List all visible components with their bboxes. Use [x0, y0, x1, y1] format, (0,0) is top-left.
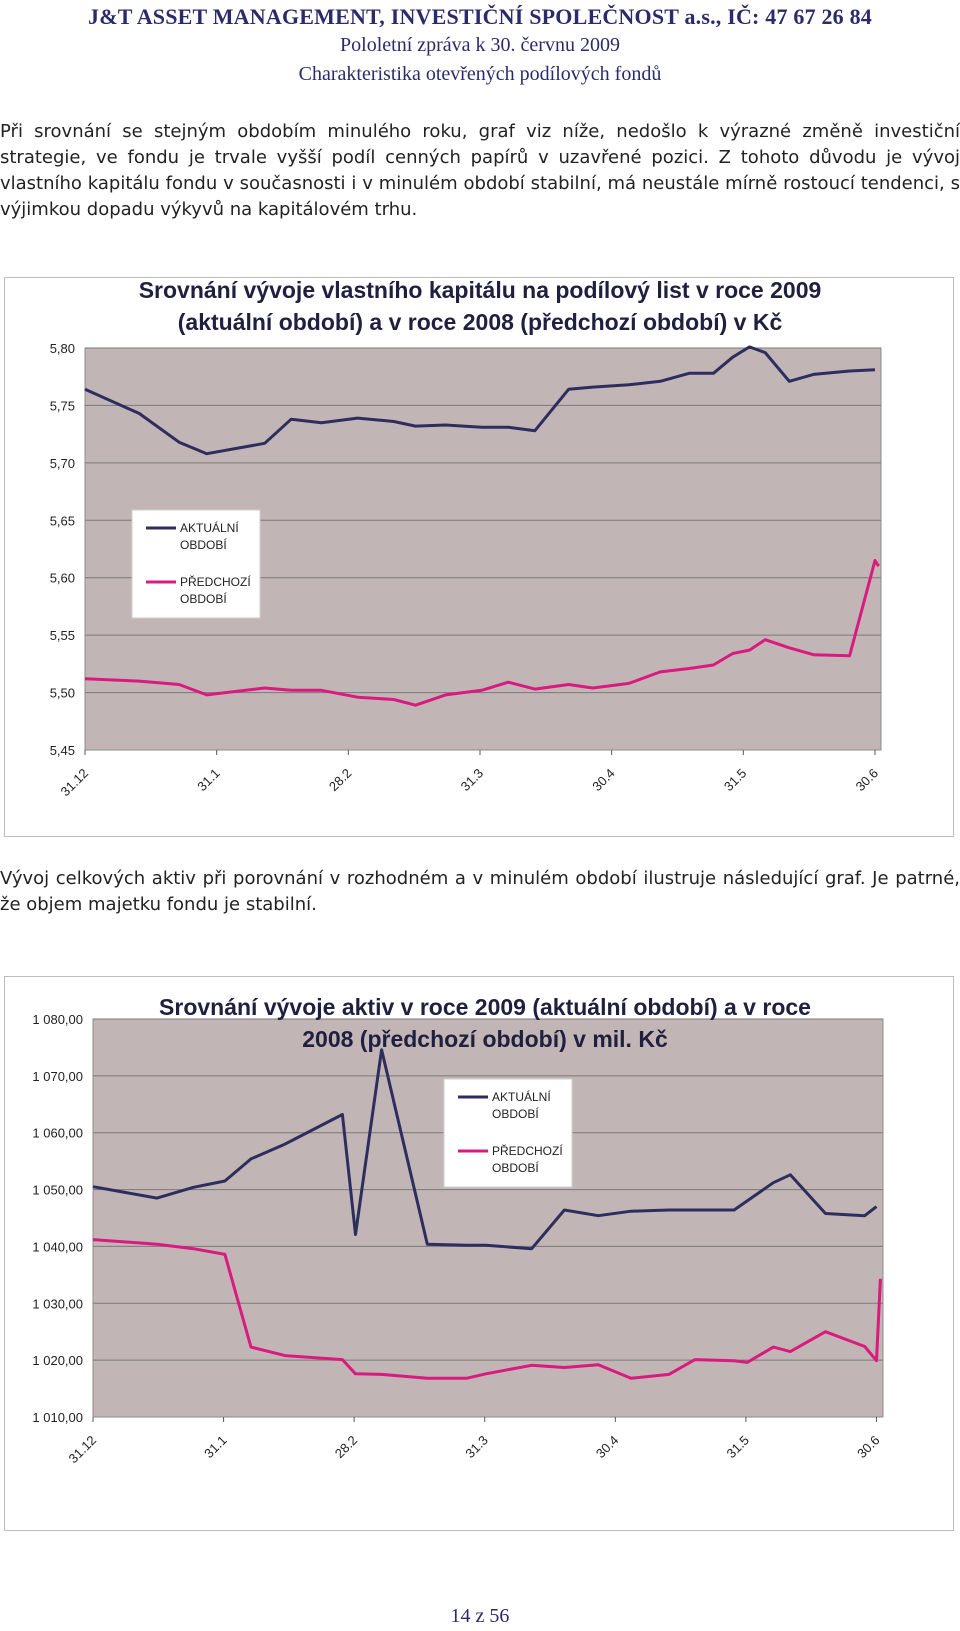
- chart1-ytick-label: 5,55: [50, 628, 75, 643]
- chart2-xtick-label: 31.3: [462, 1433, 491, 1462]
- chart1-ytick-label: 5,60: [50, 571, 75, 586]
- chart2-ytick-label: 1 070,00: [32, 1069, 83, 1084]
- chart1-ytick-label: 5,70: [50, 456, 75, 471]
- chart2-xtick-label: 28.2: [332, 1433, 361, 1462]
- chart1-title-line1: Srovnání vývoje vlastního kapitálu na po…: [138, 277, 822, 303]
- chart2-series-current-line: [92, 1048, 878, 1251]
- paragraph-equity: Při srovnání se stejným obdobím minulého…: [0, 121, 960, 220]
- chart1-series-current-line: [84, 345, 876, 456]
- chart2-ytick-label: 1 020,00: [32, 1353, 83, 1368]
- chart2-ytick-label: 1 010,00: [32, 1410, 83, 1425]
- chart1-plot-svg: 5,80 5,75 5,70 5,65 5,60 5,55 5,50 5,45 31.12 31.…: [50, 341, 882, 800]
- chart2-ytick-label: 1 080,00: [32, 1012, 83, 1027]
- chart2-xtick-label: 31.12: [66, 1433, 100, 1467]
- chart2-xtick-label: 31.5: [724, 1433, 753, 1462]
- report-company-header: J&T ASSET MANAGEMENT, INVESTIČNÍ SPOLEČN…: [88, 4, 872, 29]
- chart2-xtick-label: 31.1: [201, 1433, 230, 1462]
- chart2-xtick-label: 30.4: [593, 1433, 622, 1462]
- chart2-ytick-label: 1 030,00: [32, 1296, 83, 1311]
- chart-equity-per-unit: Srovnání vývoje vlastního kapitálu na po…: [4, 277, 954, 837]
- chart1-xtick-label: 28.2: [326, 766, 355, 795]
- chart1-title-line2: (aktuální období) a v roce 2008 (předcho…: [177, 309, 783, 335]
- chart2-series-previous-line: [92, 1238, 882, 1380]
- chart-total-assets: 1 080,00 1 070,00 1 060,00 1 050,00 1 040,00…: [4, 976, 954, 1531]
- chart1-xtick-label: 31.5: [721, 766, 750, 795]
- page-number: 14 z 56: [450, 1605, 510, 1627]
- chart1-xtick-label: 30.4: [589, 766, 618, 795]
- chart2-legend-label-previous: PŘEDCHOZÍ OBDOBÍ: [492, 1143, 563, 1175]
- chart2-plot-svg: 1 080,00 1 070,00 1 060,00 1 050,00 1 040,00…: [32, 1012, 884, 1467]
- chart1-xtick-label: 31.12: [58, 766, 92, 800]
- chart1-ytick-label: 5,65: [50, 513, 75, 528]
- chart2-ytick-label: 1 050,00: [32, 1183, 83, 1198]
- chart1-ytick-label: 5,50: [50, 686, 75, 701]
- chart2-legend-label-current: AKTUÁLNÍ OBDOBÍ: [492, 1089, 551, 1121]
- chart1-xtick-label: 31.1: [194, 766, 223, 795]
- chart1-title: Srovnání vývoje vlastního kapitálu na po…: [45, 277, 915, 342]
- chart2-title: Srovnání vývoje aktiv v roce 2009 (aktuá…: [85, 991, 885, 1055]
- paragraph-assets: Vývoj celkových aktiv při porovnání v ro…: [0, 868, 960, 915]
- chart2-ytick-label: 1 060,00: [32, 1126, 83, 1141]
- chart2-ytick-label: 1 040,00: [32, 1239, 83, 1254]
- chart1-series-previous-line: [84, 559, 880, 707]
- report-section-header: Charakteristika otevřených podílových fo…: [298, 63, 662, 85]
- chart2-xtick-label: 30.6: [854, 1433, 883, 1462]
- chart1-ytick-label: 5,80: [50, 341, 75, 356]
- chart2-title-line1: Srovnání vývoje aktiv v roce 2009 (aktuá…: [159, 994, 811, 1020]
- chart1-ytick-label: 5,75: [50, 398, 75, 413]
- chart1-legend-label-current: AKTUÁLNÍ OBDOBÍ: [180, 520, 239, 552]
- chart1-xtick-label: 30.6: [853, 766, 882, 795]
- chart1-legend-label-previous: PŘEDCHOZÍ OBDOBÍ: [180, 574, 251, 606]
- report-period-header: Pololetní zpráva k 30. červnu 2009: [340, 34, 620, 56]
- chart2-title-line2: 2008 (předchozí období) v mil. Kč: [302, 1026, 668, 1052]
- chart1-xtick-label: 31.3: [458, 766, 487, 795]
- chart1-ytick-label: 5,45: [50, 743, 75, 758]
